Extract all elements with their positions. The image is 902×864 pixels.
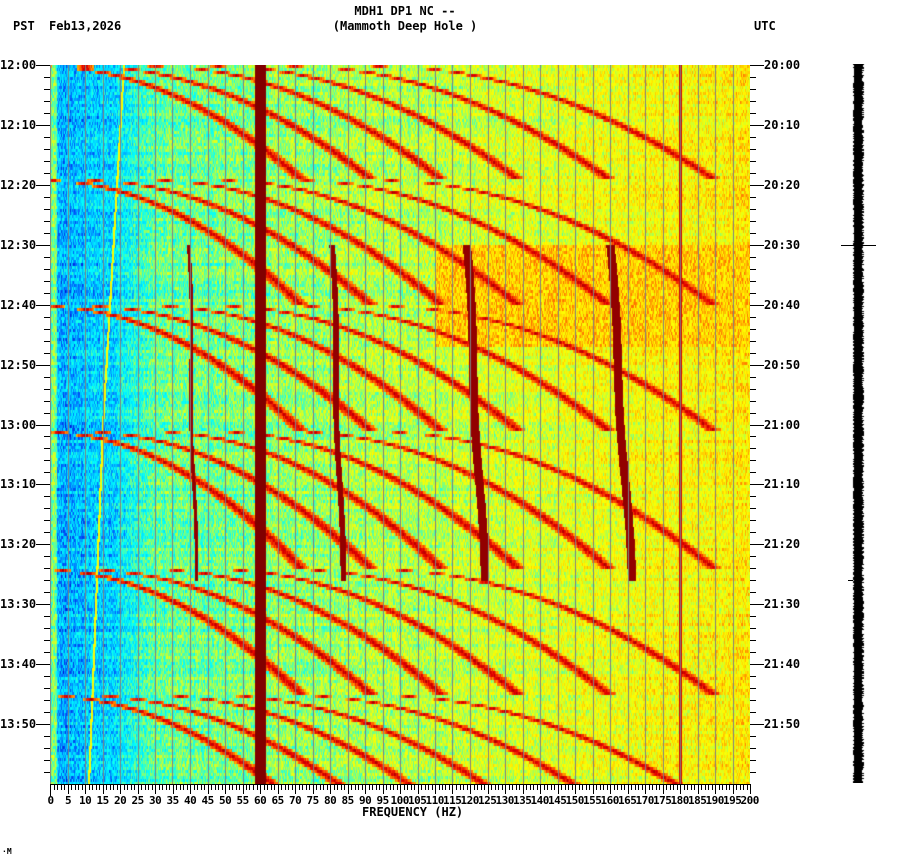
spectrogram-plot [50,65,750,784]
x-tick-label: 140 [530,794,550,807]
y-tick-label-right: 20:50 [764,357,801,372]
y-tick-label-left: 12:50 [0,357,37,372]
y-tick-label-right: 21:20 [764,537,801,552]
x-tick-label: 25 [131,794,145,807]
x-tick-label: 60 [254,794,267,807]
y-tick-label-left: 13:20 [0,537,37,552]
x-tick-label: 180 [670,794,690,807]
y-tick-label-right: 21:30 [764,597,801,612]
x-axis-title: FREQUENCY (HZ) [362,805,464,819]
x-tick-label: 30 [149,794,162,807]
x-tick-label: 135 [513,794,532,807]
x-tick-label: 80 [324,794,337,807]
footer-marker: ·M [2,847,12,856]
x-tick-label: 165 [618,794,637,807]
x-tick-label: 5 [65,794,72,807]
x-tick-label: 45 [201,794,215,807]
y-tick-label-left: 13:40 [0,657,37,672]
x-tick-label: 170 [635,794,655,807]
date-label: Feb13,2026 [49,19,122,33]
x-tick-label: 150 [565,794,585,807]
x-tick-label: 120 [460,794,480,807]
y-tick-label-right: 21:50 [764,717,801,732]
y-tick-label-right: 21:40 [764,657,801,672]
x-tick-label: 70 [289,794,302,807]
y-tick-label-left: 12:20 [0,177,37,192]
x-tick-label: 105 [408,794,427,807]
x-tick-label: 55 [236,794,250,807]
x-tick-label: 185 [688,794,707,807]
y-tick-label-left: 12:10 [0,117,37,132]
x-tick-label: 65 [271,794,285,807]
seismogram-trace [852,64,865,783]
station-name: (Mammoth Deep Hole ) [332,19,478,33]
x-tick-label: 110 [425,794,445,807]
x-tick-label: 85 [341,794,355,807]
x-tick-label: 35 [166,794,180,807]
x-tick-label: 130 [495,794,515,807]
x-tick-label: 15 [96,794,110,807]
x-tick-label: 160 [600,794,620,807]
y-tick-label-left: 12:40 [0,297,37,312]
x-tick-label: 50 [219,794,232,807]
x-tick-label: 190 [705,794,725,807]
y-tick-label-right: 20:20 [764,177,801,192]
y-tick-label-left: 13:50 [0,717,37,732]
x-tick-label: 40 [184,794,197,807]
x-tick-label: 10 [79,794,92,807]
y-tick-label-left: 12:30 [0,237,37,252]
x-tick-label: 155 [583,794,602,807]
y-tick-label-right: 20:10 [764,117,801,132]
left-timezone-label: PST [13,19,35,33]
y-tick-label-right: 20:40 [764,297,801,312]
x-tick-label: 90 [359,794,372,807]
x-tick-label: 0 [47,794,55,807]
x-tick-label: 100 [390,794,410,807]
y-tick-label-right: 21:10 [764,477,801,492]
x-tick-label: 145 [548,794,567,807]
x-tick-label: 95 [376,794,390,807]
y-tick-label-left: 13:00 [0,417,37,432]
station-title: MDH1 DP1 NC -- [354,4,456,18]
y-tick-label-right: 20:30 [764,237,801,252]
x-tick-label: 115 [443,794,462,807]
x-tick-label: 195 [723,794,742,807]
x-tick-label: 175 [653,794,672,807]
y-tick-label-left: 13:10 [0,477,37,492]
x-tick-label: 200 [740,794,760,807]
y-tick-label-left: 12:00 [0,58,37,72]
right-timezone-label: UTC [754,19,776,33]
x-tick-label: 20 [114,794,127,807]
y-tick-label-right: 21:00 [764,417,801,432]
y-tick-label-left: 13:30 [0,597,37,612]
x-tick-label: 125 [478,794,497,807]
x-tick-label: 75 [306,794,320,807]
y-tick-label-right: 20:00 [764,58,801,72]
